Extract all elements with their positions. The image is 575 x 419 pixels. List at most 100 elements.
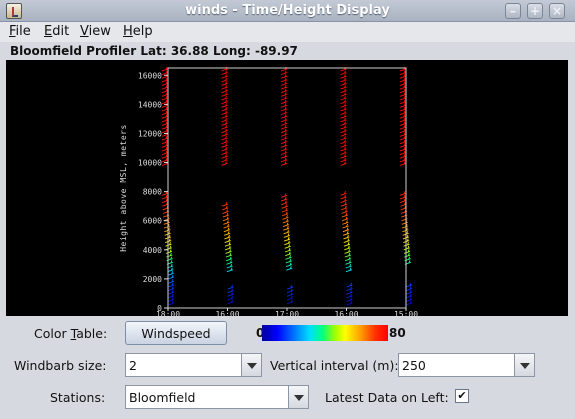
windbarb: [286, 292, 294, 297]
windbarb: [222, 212, 229, 218]
windbarb: [286, 295, 294, 301]
windbarb: [281, 204, 288, 209]
app-icon[interactable]: [6, 3, 22, 19]
windbarb: [340, 92, 347, 97]
windbarb: [225, 245, 232, 251]
x-tick-label: 17:00: [275, 310, 299, 316]
menu-edit[interactable]: Edit: [44, 24, 70, 39]
windbarb: [167, 271, 174, 276]
windbarb-size-select[interactable]: 2: [125, 353, 262, 377]
menu-file[interactable]: File: [9, 24, 31, 39]
chevron-down-icon[interactable]: [288, 386, 308, 408]
windbarb: [221, 88, 228, 94]
windbarb: [280, 110, 288, 115]
windbarb: [280, 139, 288, 145]
windbarb: [223, 227, 231, 233]
windbarb: [340, 132, 347, 137]
chevron-down-icon[interactable]: [241, 354, 261, 376]
time-height-plot[interactable]: 0 2000 4000 6000 8000 10000 12000 14000 16000 18…: [6, 60, 568, 319]
windbarb: [283, 226, 290, 231]
windbarb: [280, 70, 288, 75]
y-tick-label: 16000: [138, 71, 162, 80]
vertical-interval-select[interactable]: 250: [398, 353, 535, 377]
windbarb: [340, 161, 347, 166]
windbarb: [340, 110, 347, 115]
windbarb: [165, 245, 172, 251]
windbarb: [223, 223, 230, 229]
color-table-button[interactable]: Windspeed: [125, 321, 227, 345]
menu-help[interactable]: Help: [123, 24, 153, 39]
windbarb: [221, 121, 228, 126]
windbarb: [345, 267, 353, 273]
windbarb: [399, 161, 407, 166]
windbarb: [340, 154, 347, 159]
windbarb: [285, 251, 292, 257]
windbarb: [221, 132, 228, 137]
close-button[interactable]: ×: [549, 3, 565, 19]
windbarb: [340, 135, 347, 141]
windbarb: [225, 252, 232, 258]
windbarb: [221, 103, 228, 108]
windbarb: [161, 154, 169, 159]
vertical-interval-label: Vertical interval (m):: [270, 358, 399, 373]
windbarb: [399, 132, 407, 137]
windbarb: [161, 99, 169, 105]
windbarb: [399, 143, 407, 148]
windbarb: [286, 288, 294, 294]
windbarb: [399, 121, 407, 126]
windbarb: [340, 139, 347, 145]
windbarb: [340, 114, 347, 119]
windbarb: [343, 234, 350, 240]
windbarb: [340, 99, 347, 105]
windbarb: [166, 252, 173, 258]
windbarb: [284, 244, 291, 249]
windbarb: [399, 92, 407, 97]
windbarb: [227, 284, 234, 290]
latest-data-checkbox[interactable]: ✔: [455, 389, 469, 403]
y-axis-label: Height above MSL, meters: [119, 124, 128, 252]
windbarb: [341, 209, 348, 214]
stations-label: Stations:: [50, 390, 106, 405]
windbarb: [402, 227, 409, 233]
windbarb: [399, 74, 407, 79]
windbarb: [280, 128, 288, 134]
windbarb: [280, 196, 288, 202]
windbarb: [283, 236, 291, 242]
stations-select[interactable]: Bloomfield: [125, 385, 309, 409]
windbarb: [340, 117, 347, 123]
windbarb: [340, 88, 347, 94]
windbarb: [286, 299, 294, 305]
windbarb-size-label: Windbarb size:: [14, 358, 107, 373]
windbarb: [399, 191, 407, 196]
windbarb: [401, 220, 408, 225]
minimize-button[interactable]: –: [505, 3, 521, 19]
windbarb: [222, 216, 230, 222]
windbarb: [161, 114, 169, 119]
windbarb: [161, 110, 169, 115]
windbarb: [227, 292, 234, 297]
chevron-down-icon[interactable]: [514, 354, 534, 376]
windbarb: [341, 205, 348, 211]
menu-view[interactable]: View: [80, 24, 111, 39]
windbarb: [399, 81, 407, 86]
window-title: winds - Time/Height Display: [185, 3, 390, 18]
windbarb: [161, 106, 169, 112]
windbarb: [340, 191, 347, 196]
windbarb: [280, 161, 288, 166]
latest-data-label: Latest Data on Left:: [325, 390, 449, 405]
windbarb: [404, 252, 411, 258]
windbarb: [225, 249, 232, 254]
windbarb: [221, 161, 228, 166]
windbarb: [165, 249, 173, 254]
windbarb: [340, 146, 347, 152]
windbarb: [221, 139, 228, 145]
y-tick-label: 0: [157, 304, 162, 313]
windbarb: [342, 227, 350, 233]
windbarb: [167, 290, 175, 295]
windbarb: [280, 74, 288, 79]
windbarb: [280, 114, 288, 119]
maximize-button[interactable]: +: [527, 3, 543, 19]
windbarb: [405, 297, 413, 302]
windbarb: [399, 117, 407, 123]
windbarb: [280, 143, 288, 148]
